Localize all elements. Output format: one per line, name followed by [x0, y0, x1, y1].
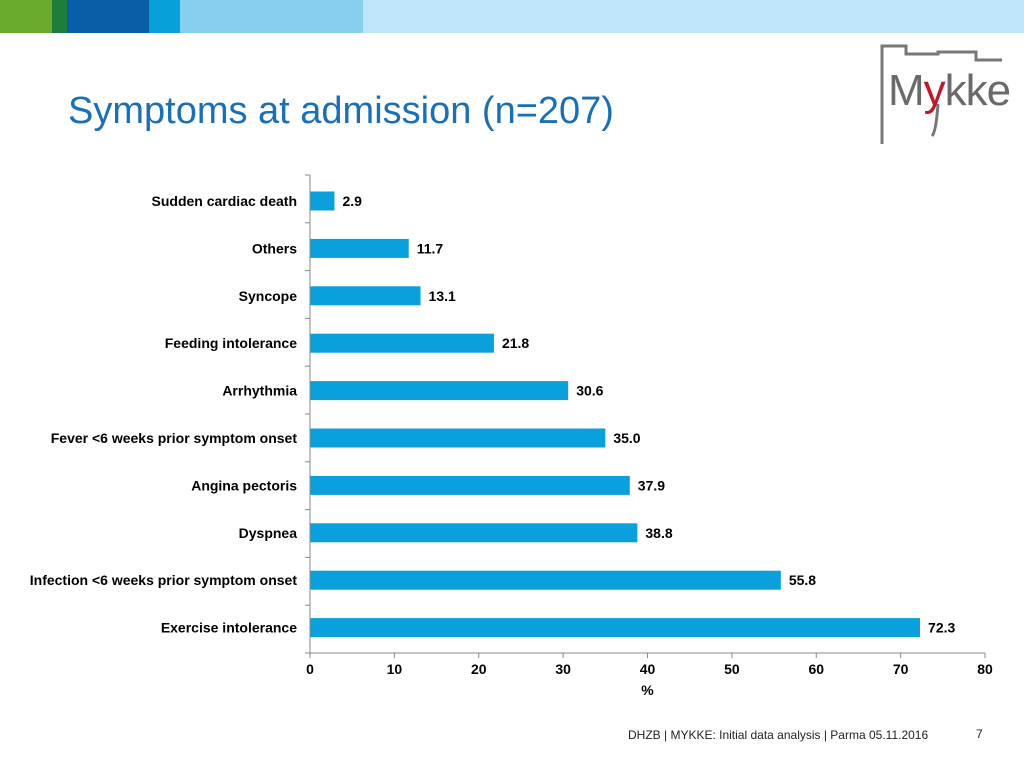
bar	[310, 191, 335, 211]
band-segment-darkgreen	[52, 0, 67, 33]
x-tick-label: 0	[306, 661, 314, 677]
logo-frame-icon	[880, 44, 1002, 144]
bar	[310, 475, 630, 495]
category-label: Angina pectoris	[191, 477, 297, 493]
x-tick-label: 50	[724, 661, 740, 677]
bar	[310, 523, 638, 543]
bar	[310, 570, 781, 590]
data-label: 55.8	[789, 572, 816, 588]
top-color-band	[0, 0, 1024, 33]
logo-wordmark: Mykke	[888, 66, 1011, 115]
band-segment-darkblue	[67, 0, 149, 33]
category-label: Arrhythmia	[222, 383, 297, 399]
bar	[310, 428, 606, 448]
category-label: Syncope	[239, 288, 298, 304]
x-tick-label: 60	[808, 661, 824, 677]
x-tick-label: 70	[893, 661, 909, 677]
data-label: 30.6	[576, 383, 603, 399]
band-segment-paleblue	[363, 0, 1024, 33]
category-label: Sudden cardiac death	[152, 193, 297, 209]
category-label: Fever <6 weeks prior symptom onset	[51, 430, 298, 446]
category-label: Infection <6 weeks prior symptom onset	[30, 572, 298, 588]
data-label: 37.9	[638, 477, 665, 493]
data-label: 2.9	[342, 193, 362, 209]
x-tick-label: 30	[555, 661, 571, 677]
category-label: Dyspnea	[239, 525, 298, 541]
bar	[310, 286, 421, 306]
band-segment-green	[0, 0, 52, 33]
bar	[310, 333, 494, 353]
bar	[310, 381, 569, 401]
slide-title: Symptoms at admission (n=207)	[68, 90, 614, 132]
footer-text: DHZB | MYKKE: Initial data analysis | Pa…	[628, 728, 929, 742]
page-number: 7	[976, 727, 983, 741]
data-label: 11.7	[417, 240, 444, 256]
x-tick-label: 80	[977, 661, 993, 677]
x-tick-label: 20	[471, 661, 487, 677]
band-segment-blue	[149, 0, 180, 33]
data-label: 13.1	[429, 288, 456, 304]
category-label: Exercise intolerance	[161, 620, 297, 636]
band-segment-lightblue	[180, 0, 363, 33]
bars-group: Sudden cardiac death 2.9 Others 11.7 Syncope…	[30, 191, 955, 638]
axes-group: 0 10 20 30 40 50 60 70 80%	[305, 174, 993, 698]
category-label: Feeding intolerance	[165, 335, 297, 351]
data-label: 38.8	[645, 525, 672, 541]
category-label: Others	[252, 240, 297, 256]
x-tick-label: 40	[640, 661, 656, 677]
x-axis-title: %	[641, 682, 654, 698]
x-tick-label: 10	[387, 661, 403, 677]
data-label: 72.3	[928, 620, 955, 636]
bar	[310, 238, 409, 258]
data-label: 35.0	[613, 430, 640, 446]
data-label: 21.8	[502, 335, 529, 351]
bar-chart: Sudden cardiac death 2.9 Others 11.7 Syncope…	[30, 174, 993, 698]
bar	[310, 618, 921, 638]
